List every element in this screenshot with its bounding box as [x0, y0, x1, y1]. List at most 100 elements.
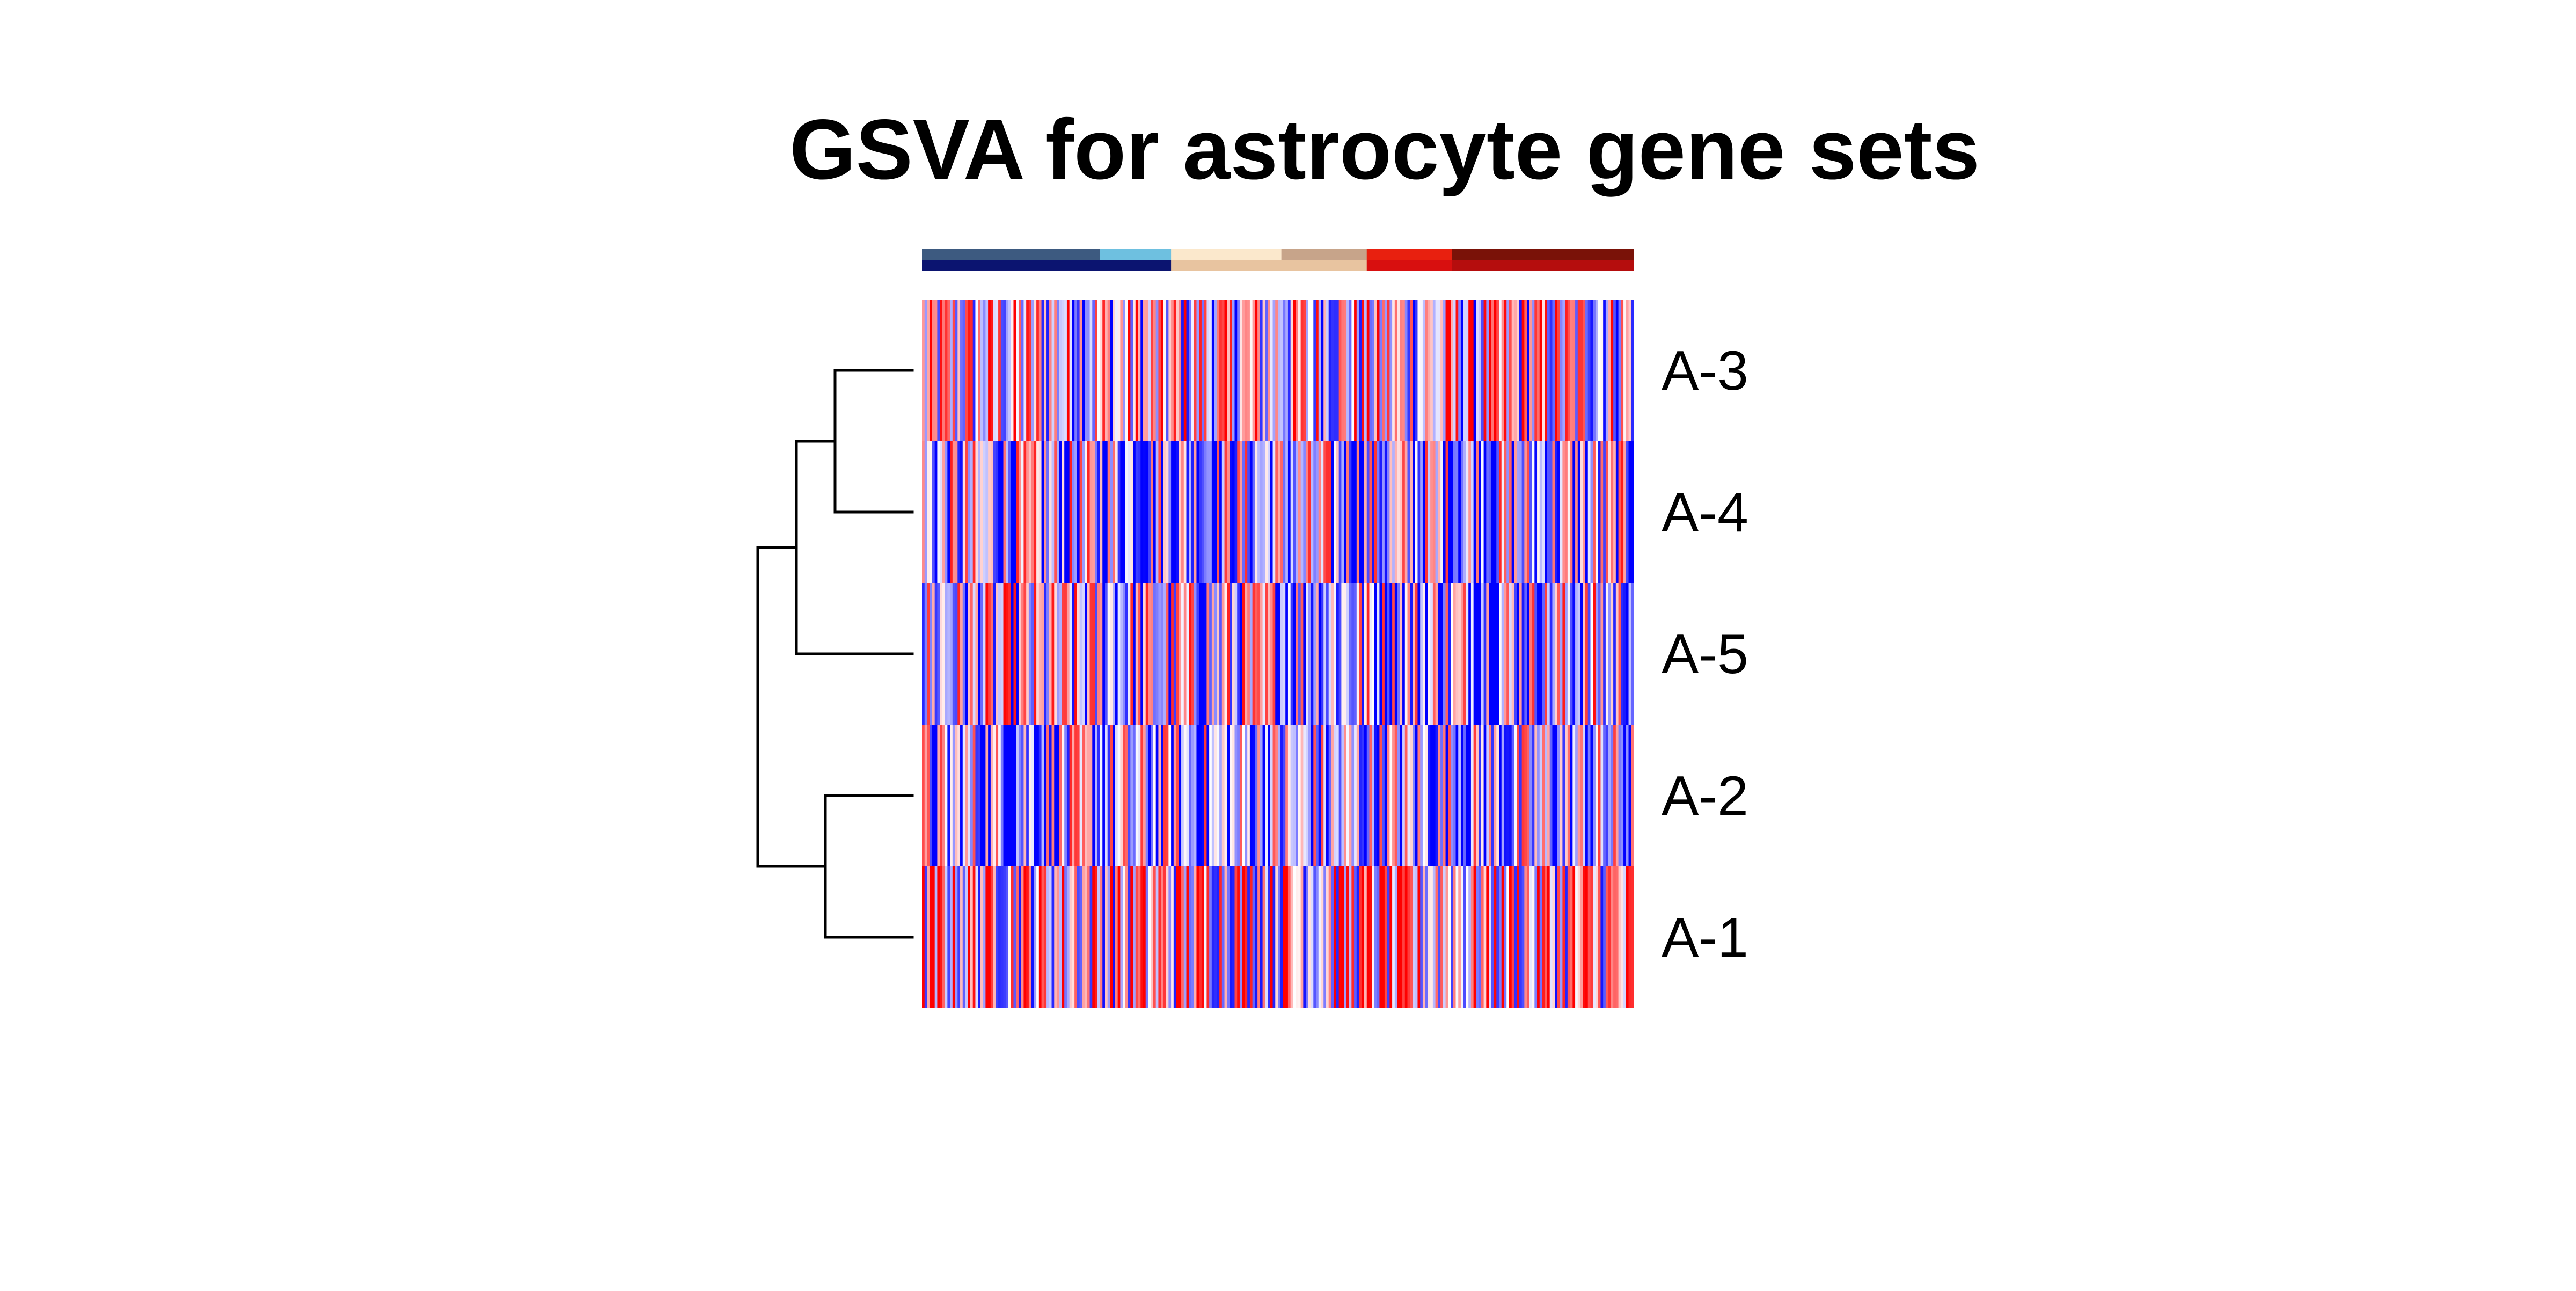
heatmap-cell: [1521, 300, 1525, 441]
heatmap-cell: [1562, 583, 1565, 725]
heatmap-cell: [1402, 441, 1406, 583]
heatmap-cell: [1275, 300, 1278, 441]
heatmap-cell: [1545, 583, 1548, 725]
heatmap-cell: [1245, 725, 1248, 866]
heatmap-cell: [1631, 300, 1634, 441]
heatmap-cell: [1623, 441, 1627, 583]
heatmap-cell: [1519, 583, 1523, 725]
heatmap-cell: [1044, 300, 1047, 441]
heatmap-cell: [955, 866, 958, 1008]
heatmap-cell: [1034, 725, 1037, 866]
heatmap-cell: [1338, 441, 1342, 583]
heatmap-cell: [1486, 866, 1489, 1008]
heatmap-cell: [1219, 300, 1223, 441]
heatmap-cell: [1448, 866, 1451, 1008]
heatmap-cell: [937, 866, 940, 1008]
heatmap-cell: [1285, 441, 1289, 583]
heatmap-cell: [1239, 300, 1243, 441]
chart-title: GSVA for astrocyte gene sets: [789, 101, 1980, 197]
heatmap-cell: [1095, 300, 1098, 441]
heatmap-cell: [1537, 725, 1540, 866]
heatmap-cell: [940, 725, 943, 866]
heatmap-cell: [1120, 725, 1123, 866]
heatmap-cell: [930, 583, 933, 725]
heatmap-cell: [1234, 725, 1238, 866]
heatmap-cell: [1397, 866, 1400, 1008]
heatmap-cell: [930, 866, 933, 1008]
heatmap-cell: [1313, 725, 1316, 866]
heatmap-cell: [1366, 300, 1370, 441]
heatmap-cell: [1191, 866, 1195, 1008]
heatmap-cell: [1097, 300, 1100, 441]
heatmap-cell: [937, 583, 940, 725]
heatmap-cell: [1537, 583, 1540, 725]
heatmap-cell: [1089, 300, 1093, 441]
heatmap-cell: [1382, 300, 1385, 441]
heatmap-cell: [1018, 725, 1022, 866]
heatmap-cell: [1079, 725, 1082, 866]
heatmap-cell: [1397, 300, 1400, 441]
heatmap-cell: [983, 300, 986, 441]
heatmap-cell: [1095, 866, 1098, 1008]
heatmap-cell: [1621, 300, 1624, 441]
heatmap-cell: [1104, 725, 1108, 866]
heatmap-cell: [993, 725, 996, 866]
heatmap-cell: [985, 583, 989, 725]
heatmap-cell: [1204, 866, 1207, 1008]
heatmap-cell: [1359, 583, 1362, 725]
heatmap-cell: [1608, 725, 1611, 866]
heatmap-cell: [1255, 300, 1258, 441]
heatmap-cell: [1565, 441, 1568, 583]
heatmap-cell: [1056, 725, 1060, 866]
heatmap-cell: [1051, 866, 1055, 1008]
heatmap-cell: [1379, 441, 1382, 583]
heatmap-cell: [1066, 725, 1070, 866]
heatmap-cell: [1387, 866, 1390, 1008]
heatmap-cell: [1593, 866, 1596, 1008]
heatmap-cell: [1557, 866, 1561, 1008]
heatmap-cell: [1230, 725, 1233, 866]
heatmap-cell: [1306, 300, 1309, 441]
heatmap-cell: [1341, 441, 1344, 583]
heatmap-cell: [1221, 441, 1225, 583]
heatmap-cell: [1400, 300, 1403, 441]
heatmap-cell: [993, 866, 996, 1008]
heatmap-cell: [1087, 583, 1091, 725]
heatmap-cell: [1117, 725, 1121, 866]
heatmap-cell: [1128, 441, 1131, 583]
heatmap-cell: [1494, 441, 1497, 583]
heatmap-cell: [1626, 441, 1629, 583]
heatmap-cell: [1440, 300, 1444, 441]
heatmap-cell: [1125, 583, 1129, 725]
annotation-group_b-segment-3: [1366, 260, 1453, 271]
heatmap-cell: [1293, 583, 1296, 725]
heatmap-cell: [1249, 583, 1253, 725]
heatmap-cell: [1056, 866, 1060, 1008]
heatmap-cell: [1031, 725, 1034, 866]
heatmap-cell: [1328, 441, 1331, 583]
heatmap-cell: [1031, 300, 1034, 441]
heatmap-cell: [952, 866, 956, 1008]
heatmap-cell: [1560, 441, 1563, 583]
heatmap-cell: [1245, 583, 1248, 725]
heatmap-cell: [1176, 583, 1179, 725]
heatmap-cell: [1415, 583, 1418, 725]
heatmap-cell: [1023, 866, 1027, 1008]
heatmap-cell: [1534, 583, 1538, 725]
heatmap-cell: [1283, 300, 1286, 441]
heatmap-cell: [1328, 866, 1331, 1008]
heatmap-cell: [1394, 300, 1398, 441]
heatmap-cell: [1237, 300, 1240, 441]
heatmap-cell: [1230, 300, 1233, 441]
heatmap-cell: [950, 441, 953, 583]
heatmap-cell: [1092, 725, 1095, 866]
heatmap-cell: [1468, 583, 1472, 725]
heatmap-cell: [1130, 725, 1133, 866]
heatmap-cell: [1046, 441, 1050, 583]
heatmap-cell: [978, 725, 981, 866]
heatmap-cell: [1133, 441, 1136, 583]
heatmap-cell: [1077, 441, 1080, 583]
heatmap-cell: [1529, 441, 1533, 583]
heatmap-cell: [1328, 300, 1331, 441]
heatmap-cell: [1605, 866, 1609, 1008]
